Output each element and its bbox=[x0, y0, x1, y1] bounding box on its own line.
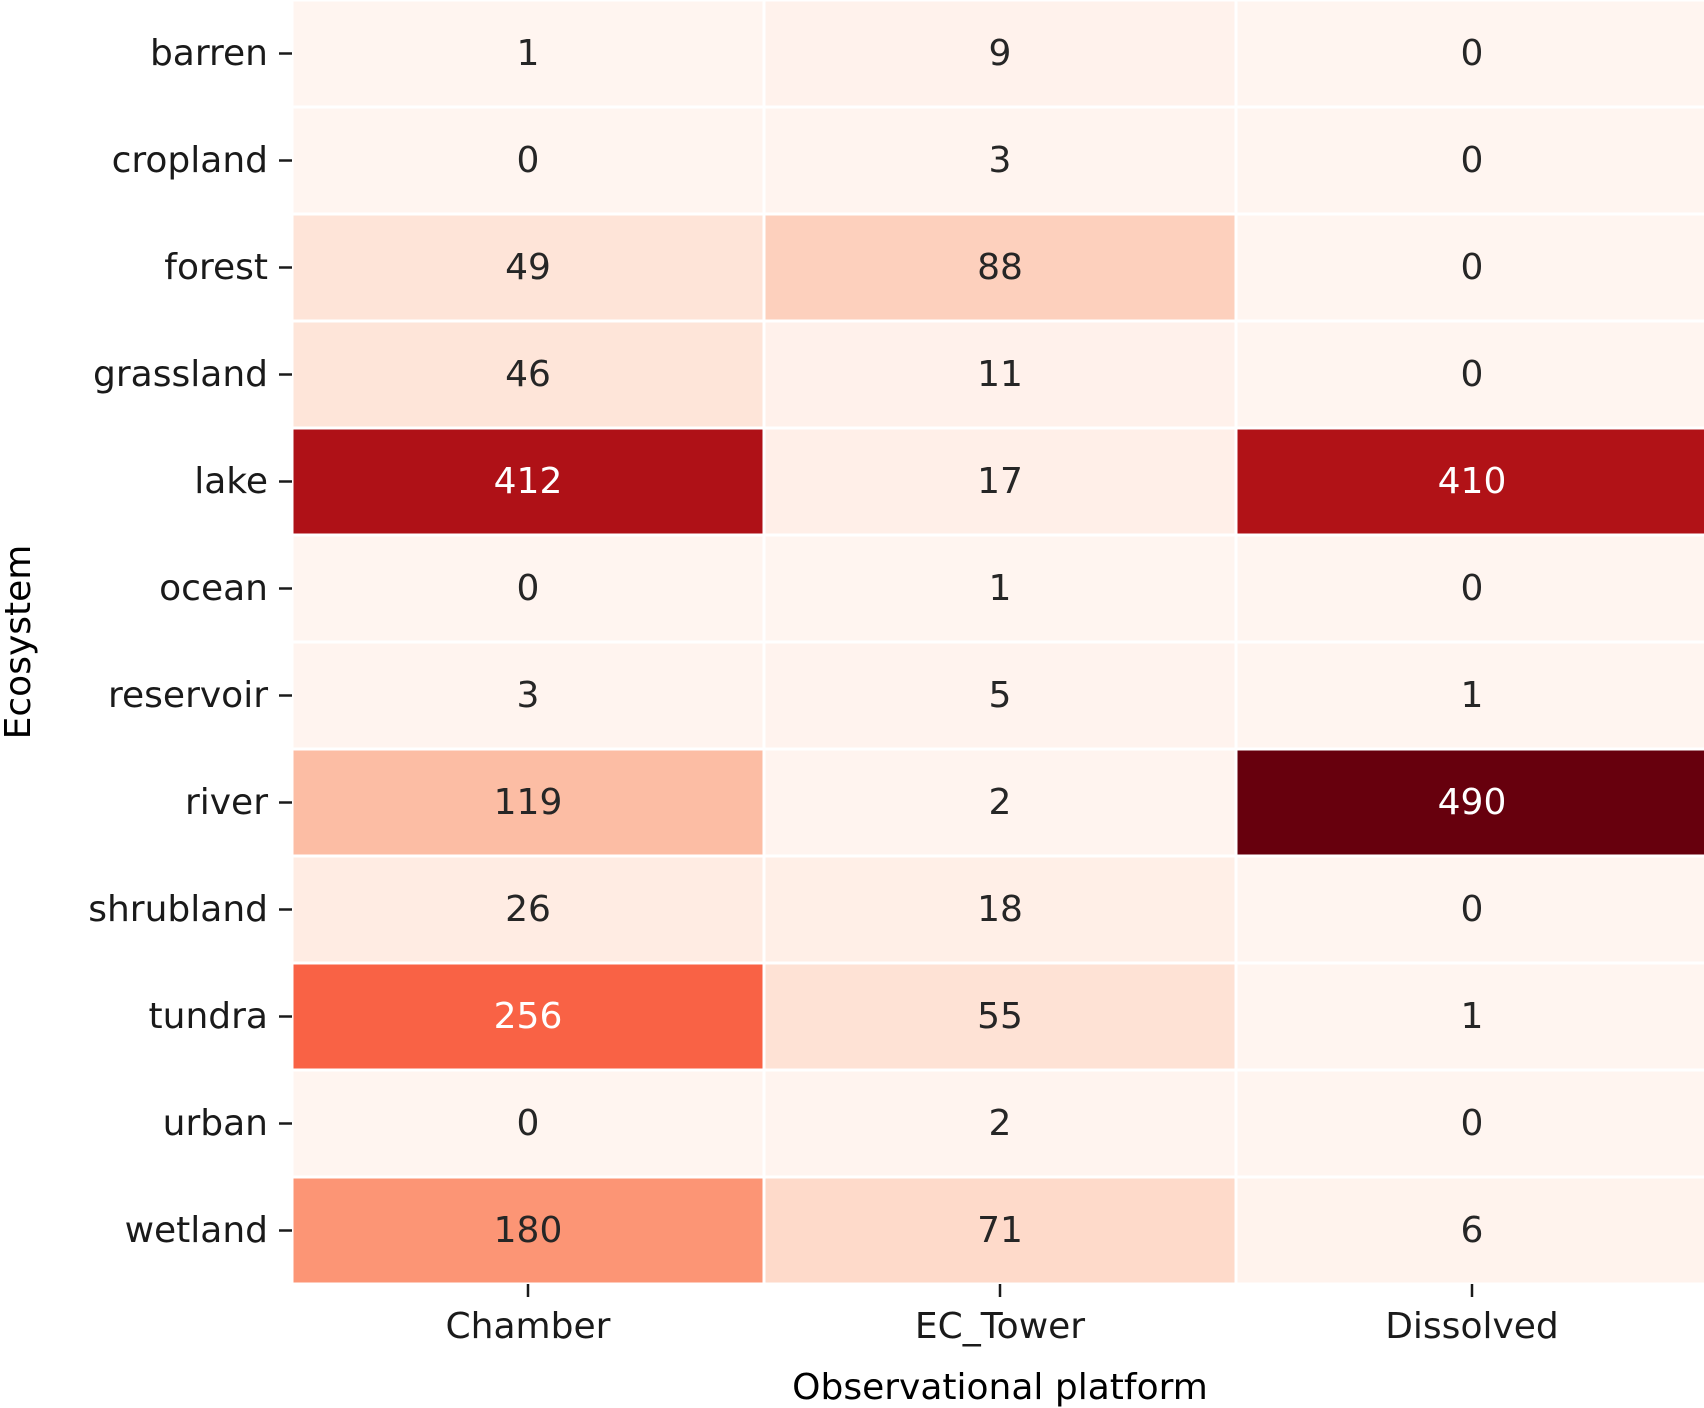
cell-value-label: 11 bbox=[977, 354, 1023, 395]
y-tick-label-urban: urban bbox=[163, 1103, 268, 1144]
heatmap-cell-tundra-Chamber bbox=[293, 964, 763, 1069]
cell-value-label: 0 bbox=[517, 568, 540, 609]
heatmap-cell-wetland-Dissolved bbox=[1237, 1178, 1704, 1283]
cell-value-label: 0 bbox=[1461, 354, 1484, 395]
y-tick-label-reservoir: reservoir bbox=[108, 675, 268, 716]
cell-value-label: 490 bbox=[1438, 782, 1507, 823]
heatmap-cell-lake-Dissolved bbox=[1237, 429, 1704, 534]
cell-value-label: 71 bbox=[977, 1210, 1023, 1251]
heatmap-cell-shrubland-Dissolved bbox=[1237, 857, 1704, 962]
y-axis-label: Ecosystem bbox=[0, 545, 39, 740]
x-axis-label: Observational platform bbox=[792, 1367, 1208, 1408]
heatmap-cell-cropland-Chamber bbox=[293, 108, 763, 213]
heatmap-cell-river-Dissolved bbox=[1237, 750, 1704, 855]
heatmap-cell-barren-EC_Tower bbox=[765, 1, 1235, 106]
heatmap-cell-lake-Chamber bbox=[293, 429, 763, 534]
heatmap-cell-grassland-EC_Tower bbox=[765, 322, 1235, 427]
cell-value-label: 49 bbox=[505, 247, 551, 288]
cell-value-label: 17 bbox=[977, 461, 1023, 502]
heatmap-cell-ocean-Chamber bbox=[293, 536, 763, 641]
cell-value-label: 1 bbox=[1461, 996, 1484, 1037]
cell-value-label: 0 bbox=[1461, 889, 1484, 930]
heatmap-cell-grassland-Dissolved bbox=[1237, 322, 1704, 427]
cell-value-label: 180 bbox=[494, 1210, 563, 1251]
cell-value-label: 1 bbox=[517, 33, 540, 74]
cell-value-label: 0 bbox=[517, 1103, 540, 1144]
y-tick-label-wetland: wetland bbox=[125, 1210, 268, 1251]
heatmap-cell-wetland-EC_Tower bbox=[765, 1178, 1235, 1283]
cell-value-label: 0 bbox=[1461, 1103, 1484, 1144]
cell-value-label: 1 bbox=[989, 568, 1012, 609]
heatmap-cell-grassland-Chamber bbox=[293, 322, 763, 427]
cell-value-label: 256 bbox=[494, 996, 563, 1037]
cell-value-label: 0 bbox=[1461, 140, 1484, 181]
heatmap-cell-ocean-Dissolved bbox=[1237, 536, 1704, 641]
heatmap-cell-reservoir-EC_Tower bbox=[765, 643, 1235, 748]
heatmap-cell-urban-Dissolved bbox=[1237, 1071, 1704, 1176]
heatmap-cell-river-Chamber bbox=[293, 750, 763, 855]
cell-value-label: 1 bbox=[1461, 675, 1484, 716]
cell-value-label: 18 bbox=[977, 889, 1023, 930]
heatmap-cell-cropland-Dissolved bbox=[1237, 108, 1704, 213]
cell-value-label: 0 bbox=[1461, 568, 1484, 609]
cell-value-label: 55 bbox=[977, 996, 1023, 1037]
cell-value-label: 6 bbox=[1461, 1210, 1484, 1251]
heatmap-cell-urban-EC_Tower bbox=[765, 1071, 1235, 1176]
heatmap-cell-barren-Dissolved bbox=[1237, 1, 1704, 106]
heatmap-cell-tundra-Dissolved bbox=[1237, 964, 1704, 1069]
x-tick-label-ec-tower: EC_Tower bbox=[915, 1306, 1085, 1347]
heatmap-cell-cropland-EC_Tower bbox=[765, 108, 1235, 213]
heatmap-cell-reservoir-Dissolved bbox=[1237, 643, 1704, 748]
cell-value-label: 3 bbox=[989, 140, 1012, 181]
cell-value-label: 9 bbox=[989, 33, 1012, 74]
heatmap-cell-wetland-Chamber bbox=[293, 1178, 763, 1283]
cell-value-label: 3 bbox=[517, 675, 540, 716]
y-tick-label-cropland: cropland bbox=[112, 140, 268, 181]
heatmap-cell-urban-Chamber bbox=[293, 1071, 763, 1176]
y-tick-label-shrubland: shrubland bbox=[88, 889, 268, 930]
cell-value-label: 0 bbox=[1461, 33, 1484, 74]
cell-value-label: 2 bbox=[989, 1103, 1012, 1144]
cell-value-label: 410 bbox=[1438, 461, 1507, 502]
cell-value-label: 46 bbox=[505, 354, 551, 395]
heatmap-cell-forest-Chamber bbox=[293, 215, 763, 320]
heatmap-cell-river-EC_Tower bbox=[765, 750, 1235, 855]
y-tick-label-tundra: tundra bbox=[149, 996, 268, 1037]
y-tick-label-barren: barren bbox=[150, 33, 268, 74]
y-tick-label-river: river bbox=[185, 782, 268, 823]
x-axis-ticks: Chamber EC_Tower Dissolved bbox=[446, 1284, 1559, 1347]
heatmap-cell-forest-EC_Tower bbox=[765, 215, 1235, 320]
y-tick-label-grassland: grassland bbox=[93, 354, 268, 395]
heatmap-cell-shrubland-EC_Tower bbox=[765, 857, 1235, 962]
y-tick-label-forest: forest bbox=[164, 247, 268, 288]
x-tick-label-dissolved: Dissolved bbox=[1385, 1306, 1559, 1347]
cell-value-label: 412 bbox=[494, 461, 563, 502]
heatmap-cell-shrubland-Chamber bbox=[293, 857, 763, 962]
y-axis-ticks: barren cropland forest grassland lake ocean re… bbox=[88, 33, 292, 1251]
cell-value-label: 0 bbox=[1461, 247, 1484, 288]
heatmap-cell-lake-EC_Tower bbox=[765, 429, 1235, 534]
cell-value-label: 2 bbox=[989, 782, 1012, 823]
cell-value-label: 119 bbox=[494, 782, 563, 823]
y-tick-label-ocean: ocean bbox=[159, 568, 268, 609]
heatmap-cell-forest-Dissolved bbox=[1237, 215, 1704, 320]
heatmap-cell-barren-Chamber bbox=[293, 1, 763, 106]
y-tick-label-lake: lake bbox=[194, 461, 268, 502]
cell-value-label: 0 bbox=[517, 140, 540, 181]
heatmap-cell-reservoir-Chamber bbox=[293, 643, 763, 748]
heatmap-cell-tundra-EC_Tower bbox=[765, 964, 1235, 1069]
cell-value-label: 5 bbox=[989, 675, 1012, 716]
cell-value-label: 88 bbox=[977, 247, 1023, 288]
cell-value-label: 26 bbox=[505, 889, 551, 930]
x-tick-label-chamber: Chamber bbox=[446, 1306, 611, 1347]
heatmap-cell-ocean-EC_Tower bbox=[765, 536, 1235, 641]
